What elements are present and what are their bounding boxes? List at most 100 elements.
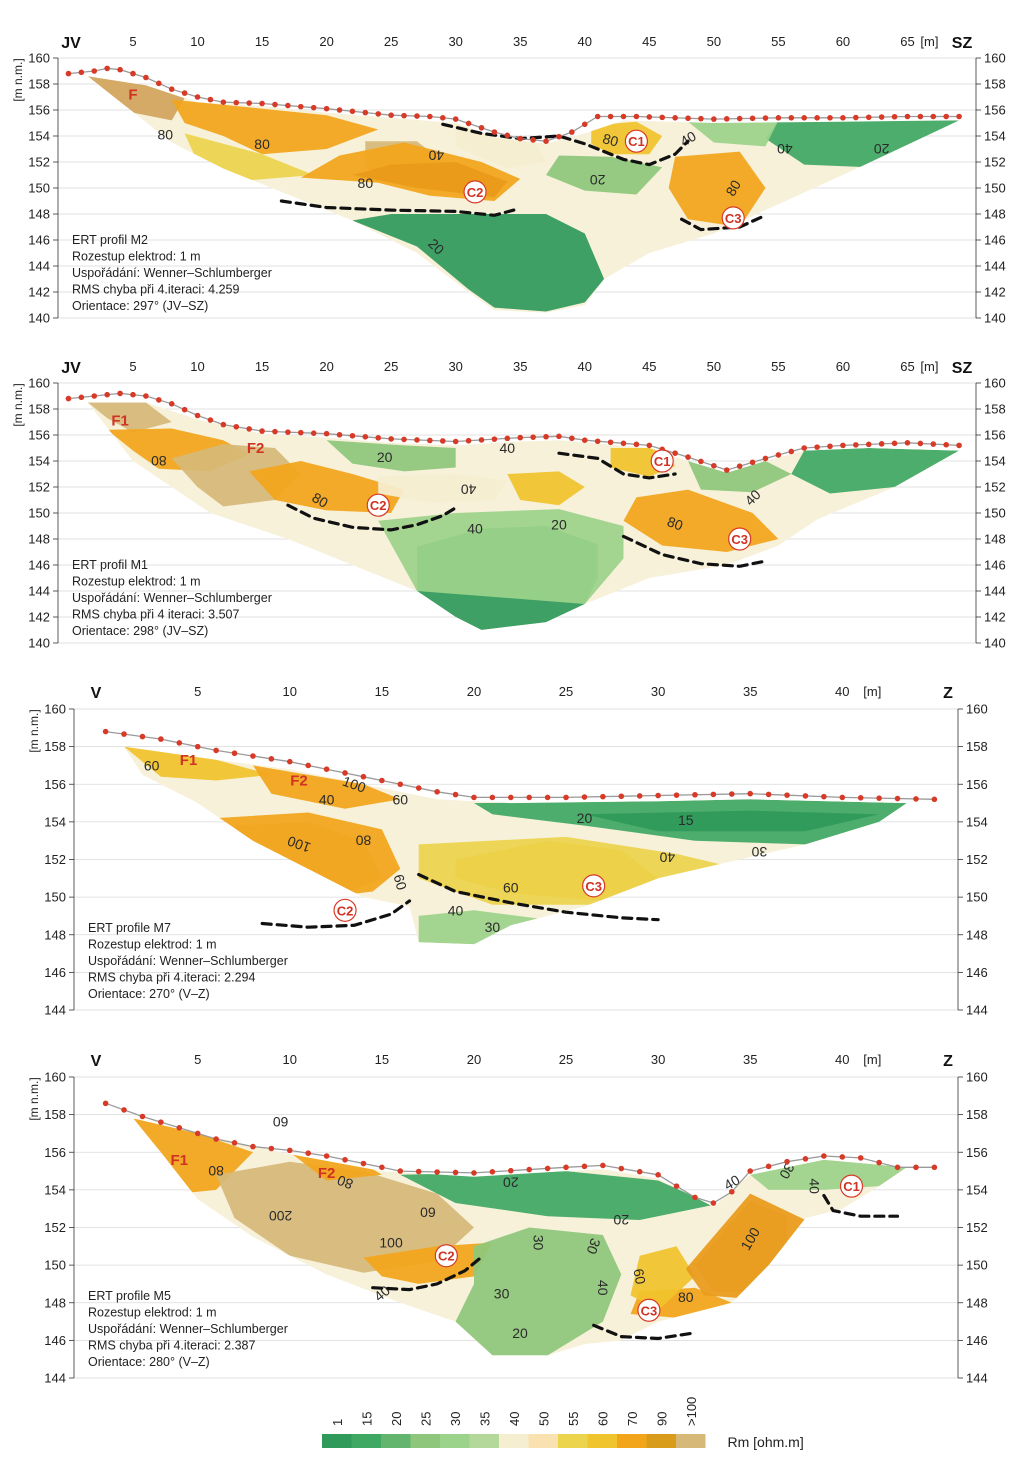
contour-label: 80 (208, 1163, 224, 1179)
electrode-point (194, 412, 201, 419)
direction-right: Z (943, 685, 953, 702)
electrode-point (723, 116, 730, 122)
electrode-point (636, 1168, 643, 1175)
profile-info-line: Rozestup elektrod: 1 m (72, 575, 201, 589)
electrode-point (618, 1165, 625, 1172)
electrode-point (156, 397, 162, 403)
electrode-point (840, 115, 846, 121)
x-tick-label: 35 (743, 684, 757, 699)
electrode-point (943, 113, 949, 120)
electrode-point (401, 112, 407, 119)
resistivity-zone-6 (455, 1227, 622, 1356)
electrode-point (618, 793, 625, 800)
electrode-point (452, 438, 459, 445)
y-tick-label: 158 (44, 739, 66, 754)
legend-label: 60 (595, 1412, 610, 1426)
marker-c3-circle (637, 1298, 661, 1322)
electrode-point (207, 96, 214, 103)
resistivity-zone-1 (87, 402, 172, 433)
y-tick-label: 148 (966, 927, 988, 942)
x-tick-label: 10 (283, 684, 297, 699)
y-tick-label: 146 (44, 965, 66, 980)
contour-label: 40 (659, 850, 675, 866)
marker-f2: F2 (290, 772, 308, 789)
y-tick-label: 144 (984, 584, 1006, 599)
ert-panel-4: 144 144 146 146 148 148 150 150 152 152 154 154 156 1… (27, 1052, 988, 1386)
electrode-point (749, 115, 756, 122)
electrode-point (710, 1200, 717, 1206)
electrode-point (563, 794, 569, 801)
electrode-point (336, 431, 343, 438)
electrode-point (878, 114, 885, 120)
electrode-point (465, 120, 472, 127)
x-tick-label: 15 (375, 684, 389, 699)
x-tick-label: 5 (129, 359, 136, 374)
electrode-point (414, 113, 420, 119)
profile-info-line: Rozestup elektrod: 1 m (88, 1306, 217, 1320)
electrode-point (360, 773, 367, 780)
y-tick-label: 158 (28, 402, 50, 417)
electrode-point (434, 788, 440, 795)
contour-label: 20 (577, 810, 593, 826)
x-tick-label: 30 (651, 1052, 665, 1067)
y-tick-label: 154 (966, 814, 988, 829)
electrode-point (943, 441, 949, 448)
interpreted-boundary (417, 872, 660, 922)
electrode-point (556, 133, 562, 140)
electrode-point (956, 442, 962, 449)
x-tick-label: 45 (642, 34, 656, 49)
electrode-point (220, 99, 227, 105)
y-tick-label: 156 (44, 777, 66, 792)
electrode-point (504, 132, 511, 139)
electrode-point (246, 100, 252, 106)
electrode-point (102, 1100, 109, 1107)
contour-label: 200 (269, 1208, 293, 1224)
y-tick-label: 160 (28, 376, 50, 391)
electrode-point (517, 135, 524, 142)
electrode-point (323, 766, 330, 772)
y-axis-label: [m n.m.] (27, 709, 41, 752)
contour-label: 20 (613, 1212, 629, 1228)
y-tick-label: 152 (28, 480, 50, 495)
electrode-point (434, 1169, 440, 1175)
y-tick-label: 156 (28, 428, 50, 443)
electrode-point (143, 74, 149, 81)
electrode-point (452, 791, 459, 798)
resistivity-zone-13 (791, 448, 960, 494)
electrode-point (194, 1130, 201, 1137)
profile-info-line: RMS chyba při 4.iteraci: 4.259 (72, 283, 239, 297)
interpreted-boundary (286, 503, 458, 532)
electrode-point (181, 406, 188, 413)
electrode-point (600, 793, 606, 800)
electrode-point (305, 762, 312, 769)
electrode-point (736, 115, 743, 122)
electrode-point (388, 112, 394, 118)
resistivity-zone-6 (584, 810, 880, 832)
electrode-point (323, 430, 330, 437)
electrode-point (231, 1140, 238, 1146)
electrode-point (913, 1164, 919, 1171)
x-tick-label: 5 (194, 1052, 201, 1067)
electrode-point (342, 770, 348, 776)
resistivity-zone-7 (507, 471, 585, 506)
x-tick-label: 15 (255, 359, 269, 374)
marker-f2: F2 (247, 440, 265, 457)
y-tick-label: 160 (44, 1070, 66, 1085)
interpreted-boundary (279, 199, 516, 217)
electrode-point (246, 426, 252, 432)
electrode-point (607, 439, 614, 446)
electrode-point (620, 113, 627, 120)
contour-label: 20 (377, 449, 393, 465)
electrode-point (594, 438, 601, 445)
x-tick-label: 35 (513, 34, 527, 49)
x-tick-label: 40 (578, 359, 592, 374)
electrode-point (471, 794, 477, 801)
electrode-point (491, 129, 498, 135)
electrode-point (930, 441, 937, 447)
contour-label: 100 (285, 833, 313, 856)
legend-label: 30 (448, 1412, 463, 1426)
direction-left: JV (61, 35, 81, 52)
x-tick-label: 45 (642, 359, 656, 374)
profile-info-line: RMS chyba při 4.iteraci: 2.387 (88, 1339, 255, 1353)
